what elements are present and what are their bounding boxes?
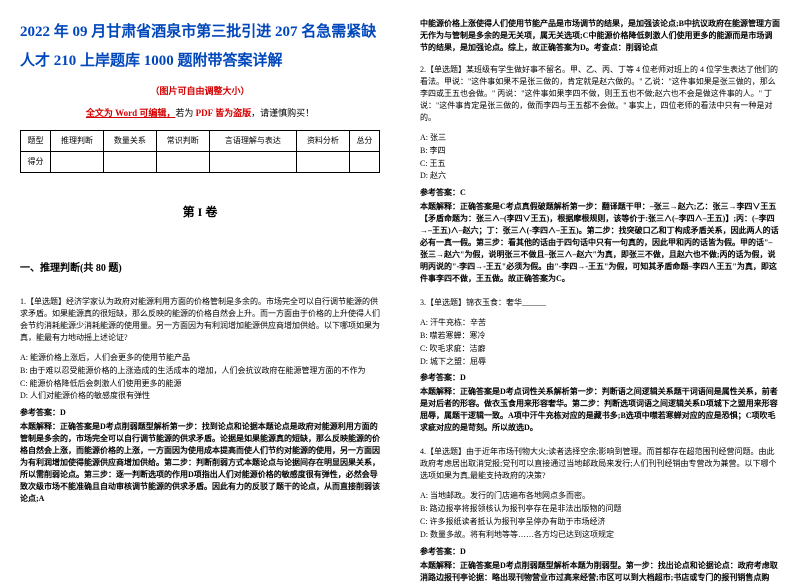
q1-options: A: 能源价格上涨后，人们会更多的使用节能产品 B: 由于难以忍受能源价格的上涨… xyxy=(20,352,380,403)
edit-mid: 若为 xyxy=(175,108,195,118)
q4-options: A: 当地邮政。发行的门店遍布各地网点多而密。 B: 路边报亭将报领核认为报刊亭… xyxy=(420,490,780,541)
q3-opt-c: C: 吹毛求疵：洁癖 xyxy=(420,343,780,356)
q4-text: 4.【单选题】由于近年市场刊物大火;读者选择空余;影响到管理。而首都存在超范围刊… xyxy=(420,446,780,482)
td xyxy=(296,152,349,173)
table-score-row: 得分 xyxy=(21,152,380,173)
q1-text: 1.【单选题】经济学家认为政府对能源利用方面的价格管制是多余的。市场完全可以自行… xyxy=(20,296,380,344)
edit-pdf: PDF 皆为盗版 xyxy=(196,108,251,118)
q1-explanation-cont: 中能源价格上涨使得人们使用节能产品是市场调节的结果，是加强该论点;B中抗议政府在… xyxy=(420,18,780,54)
td xyxy=(51,152,104,173)
score-table: 题型 推理判断 数量关系 常识判断 言语理解与表达 资料分析 总分 得分 xyxy=(20,130,380,173)
q1-opt-c: C: 能源价格降低后会刺激人们使用更多的能源 xyxy=(20,378,380,391)
td xyxy=(209,152,296,173)
table-header-row: 题型 推理判断 数量关系 常识判断 言语理解与表达 资料分析 总分 xyxy=(21,131,380,152)
edit-underline: 全文为 Word 可编辑， xyxy=(86,108,176,118)
q4-explanation: 本题解释：正确答案是D考点削弱题型解析本题为削弱型。第一步：找出论点和论据论点：… xyxy=(420,560,780,584)
q1-explanation: 本题解释：正确答案是D考点削弱题型解析第一步：找到论点和论据本题论点是政府对能源… xyxy=(20,421,380,505)
td xyxy=(156,152,209,173)
q1-opt-b: B: 由于难以忍受能源价格的上涨造成的生活成本的增加，人们会抗议政府在能源管理方… xyxy=(20,365,380,378)
th: 数量关系 xyxy=(103,131,156,152)
q2-opt-b: B: 李四 xyxy=(420,145,780,158)
document-title: 2022 年 09 月甘肃省酒泉市第三批引进 207 名急需紧缺人才 210 上… xyxy=(20,18,380,75)
th: 总分 xyxy=(349,131,379,152)
q2-text: 2.【单选题】某班级有学生做好事不留名。甲、乙、丙、丁等 4 位老师对班上的 4… xyxy=(420,64,780,124)
q2-answer: 参考答案：C xyxy=(420,187,780,199)
q3-answer: 参考答案：D xyxy=(420,372,780,384)
q4-opt-d: D: 数量多故。将有利地等等……各方均已达到这项规定 xyxy=(420,529,780,542)
edit-warning-line: 全文为 Word 可编辑，若为 PDF 皆为盗版，请谨慎购买！ xyxy=(20,107,380,121)
q1-opt-a: A: 能源价格上涨后，人们会更多的使用节能产品 xyxy=(20,352,380,365)
q3-opt-b: B: 噤若寒蝉：寒冷 xyxy=(420,330,780,343)
q2-opt-a: A: 张三 xyxy=(420,132,780,145)
th: 言语理解与表达 xyxy=(209,131,296,152)
th: 推理判断 xyxy=(51,131,104,152)
q3-opt-d: D: 城下之盟：屈辱 xyxy=(420,356,780,369)
q3-text: 3.【单选题】锦衣玉食：奢华______ xyxy=(420,297,780,309)
q2-opt-c: C: 王五 xyxy=(420,158,780,171)
th: 题型 xyxy=(21,131,51,152)
q3-options: A: 汗牛充栋：辛苦 B: 噤若寒蝉：寒冷 C: 吹毛求疵：洁癖 D: 城下之盟… xyxy=(420,317,780,368)
q2-explanation: 本题解释：正确答案是C考点真假破题解析第一步：翻译题干甲：–张三→赵六;乙：张三… xyxy=(420,201,780,285)
subtitle-red: （图片可自由调整大小） xyxy=(20,85,380,99)
th: 常识判断 xyxy=(156,131,209,152)
volume-label: 第 I 卷 xyxy=(20,203,380,221)
left-page: 2022 年 09 月甘肃省酒泉市第三批引进 207 名急需紧缺人才 210 上… xyxy=(0,0,400,565)
q4-opt-c: C: 许多报纸读者抵认为报刊亭呈停办有助于市场经济 xyxy=(420,516,780,529)
q2-opt-d: D: 赵六 xyxy=(420,170,780,183)
q4-opt-a: A: 当地邮政。发行的门店遍布各地网点多而密。 xyxy=(420,490,780,503)
q3-explanation: 本题解释：正确答案是D考点词性关系解析第一步：判断语之间逻辑关系题干词语间是属性… xyxy=(420,386,780,434)
q4-opt-b: B: 路边报亭将报领核认为报刊亭存在是非法出版物的问题 xyxy=(420,503,780,516)
td xyxy=(349,152,379,173)
q1-opt-d: D: 人们对能源价格的敏感度很有弹性 xyxy=(20,390,380,403)
right-page: 中能源价格上涨使得人们使用节能产品是市场调节的结果，是加强该论点;B中抗议政府在… xyxy=(400,0,800,565)
th: 资料分析 xyxy=(296,131,349,152)
section-heading: 一、推理判断(共 80 题) xyxy=(20,261,380,276)
q1-answer: 参考答案：D xyxy=(20,407,380,419)
q3-opt-a: A: 汗牛充栋：辛苦 xyxy=(420,317,780,330)
q2-options: A: 张三 B: 李四 C: 王五 D: 赵六 xyxy=(420,132,780,183)
td-label: 得分 xyxy=(21,152,51,173)
edit-tail: ，请谨慎购买！ xyxy=(251,108,314,118)
q4-answer: 参考答案：D xyxy=(420,546,780,558)
td xyxy=(103,152,156,173)
